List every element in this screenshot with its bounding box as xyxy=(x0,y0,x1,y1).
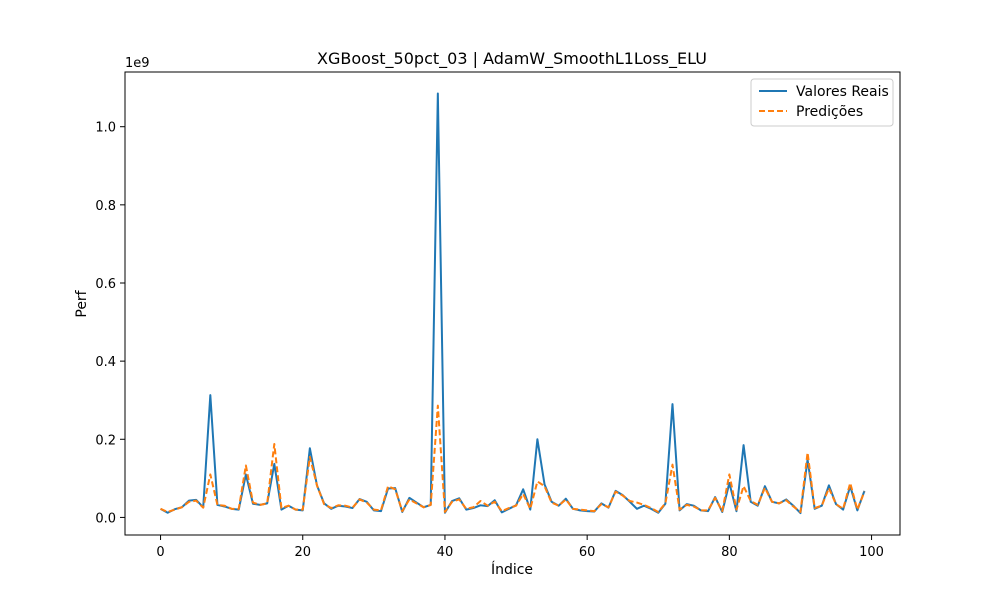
axes-frame xyxy=(124,71,901,536)
series-line-predicoes xyxy=(160,404,866,513)
x-axis-label: Índice xyxy=(491,561,533,578)
y-tick-label: 0.0 xyxy=(95,511,116,526)
legend: Valores Reais Predições xyxy=(750,78,894,127)
y-tick-label: 0.2 xyxy=(95,433,116,448)
x-tick-label: 20 xyxy=(294,545,311,560)
y-tick-label: 0.8 xyxy=(95,199,116,214)
x-tick-label: 0 xyxy=(156,545,164,560)
y-axis-label: Perf xyxy=(74,289,90,317)
plot-area xyxy=(160,92,866,515)
chart-title: XGBoost_50pct_03 | AdamW_SmoothL1Loss_EL… xyxy=(317,49,707,69)
y-tick-label: 1.0 xyxy=(95,121,116,136)
x-tick-label: 100 xyxy=(859,545,884,560)
legend-label-valores-reais: Valores Reais xyxy=(796,84,889,100)
x-tick-label: 80 xyxy=(721,545,738,560)
y-offset-label: 1e9 xyxy=(125,56,150,71)
x-tick-label: 40 xyxy=(437,545,454,560)
y-tick-label: 0.6 xyxy=(95,277,116,292)
x-tick-label: 60 xyxy=(579,545,596,560)
legend-label-predicoes: Predições xyxy=(796,104,863,120)
y-tick-label: 0.4 xyxy=(95,355,116,370)
